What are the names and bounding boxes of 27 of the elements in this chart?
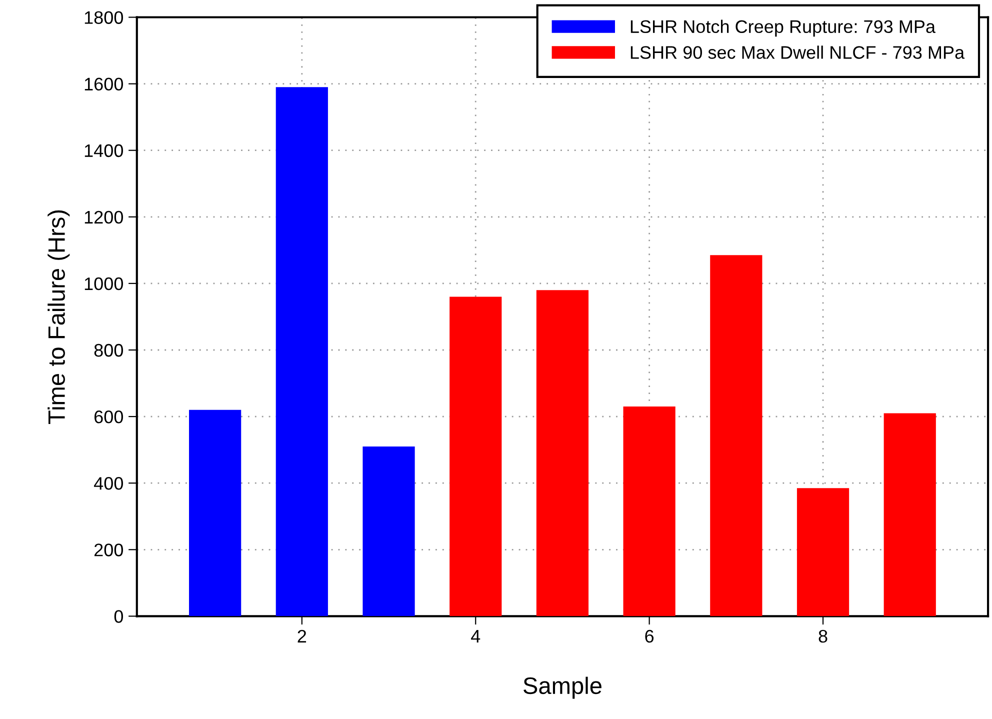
x-tick-label: 4	[471, 630, 480, 642]
legend-label: LSHR 90 sec Max Dwell NLCF - 793 MPa	[630, 46, 965, 59]
y-tick-label: 1800	[84, 11, 123, 24]
y-tick-label: 1600	[84, 78, 123, 91]
y-axis-title: Time to Failure (Hrs)	[48, 210, 70, 424]
y-tick-label: 600	[94, 410, 123, 424]
x-axis-title: Sample	[524, 676, 602, 699]
x-tick-label: 8	[818, 630, 828, 643]
y-tick-label: 200	[94, 544, 123, 556]
bar	[450, 296, 502, 616]
y-tick-label: 800	[94, 344, 123, 357]
bar	[710, 255, 762, 616]
y-tick-label: 1400	[84, 144, 123, 158]
bar	[796, 488, 850, 616]
bar	[623, 406, 676, 616]
y-tick-label: 1200	[84, 210, 123, 224]
bar	[276, 87, 328, 616]
x-tick-label: 6	[645, 630, 654, 643]
bar	[536, 290, 589, 616]
x-tick-label: 2	[298, 630, 306, 642]
bar	[189, 410, 242, 616]
bar	[362, 446, 415, 616]
y-tick-label: 0	[114, 610, 123, 623]
legend-label: LSHR Notch Creep Rupture: 793 MPa	[630, 20, 936, 37]
y-tick-label: 1000	[84, 277, 123, 290]
y-tick-label: 400	[94, 477, 123, 490]
bar	[884, 413, 936, 616]
